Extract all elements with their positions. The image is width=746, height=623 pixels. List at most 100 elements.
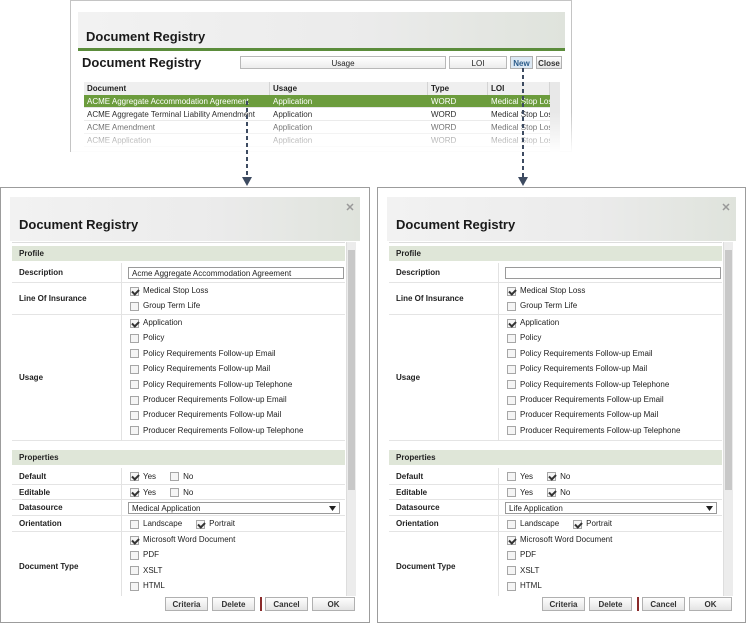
checkbox[interactable] xyxy=(547,488,557,497)
dialog-button[interactable]: Delete xyxy=(589,597,632,611)
checkbox-option[interactable]: Producer Requirements Follow-up Email xyxy=(130,394,340,406)
checkbox-option[interactable]: Microsoft Word Document xyxy=(130,534,340,546)
checkbox[interactable] xyxy=(130,519,139,529)
checkbox-option[interactable]: Application xyxy=(130,317,340,329)
checkbox[interactable] xyxy=(507,410,516,420)
checkbox-option[interactable]: Producer Requirements Follow-up Email xyxy=(507,394,717,406)
checkbox[interactable] xyxy=(130,488,139,497)
checkbox[interactable] xyxy=(130,472,139,481)
checkbox-option[interactable]: Group Term Life xyxy=(130,300,340,312)
checkbox[interactable] xyxy=(130,318,139,328)
checkbox-option[interactable]: Policy xyxy=(507,332,717,344)
checkbox[interactable] xyxy=(170,472,180,481)
checkbox[interactable] xyxy=(130,410,139,420)
checkbox-option[interactable]: Application xyxy=(507,317,717,329)
checkbox[interactable] xyxy=(196,519,206,529)
checkbox-option[interactable]: XSLT xyxy=(130,565,340,577)
select[interactable]: Medical Application xyxy=(128,502,340,514)
checkbox-option[interactable]: No xyxy=(547,487,570,499)
checkbox[interactable] xyxy=(130,566,139,576)
table-row[interactable] xyxy=(84,95,550,108)
checkbox-option[interactable]: HTML xyxy=(130,580,340,592)
loi-filter[interactable]: LOI xyxy=(449,56,507,69)
usage-filter[interactable]: Usage xyxy=(240,56,446,69)
checkbox-option[interactable]: HTML xyxy=(507,580,717,592)
checkbox-option[interactable]: Portrait xyxy=(573,518,612,530)
column-header[interactable]: Usage xyxy=(270,82,428,95)
checkbox[interactable] xyxy=(130,301,139,311)
checkbox-option[interactable]: Policy Requirements Follow-up Mail xyxy=(130,363,340,375)
dialog-button[interactable]: Criteria xyxy=(165,597,208,611)
checkbox-option[interactable]: No xyxy=(170,487,193,499)
checkbox-option[interactable]: Producer Requirements Follow-up Telephon… xyxy=(130,425,340,437)
text-input[interactable] xyxy=(505,267,721,279)
checkbox[interactable] xyxy=(507,349,516,359)
checkbox[interactable] xyxy=(507,488,516,497)
checkbox[interactable] xyxy=(130,349,139,359)
checkbox[interactable] xyxy=(507,318,516,328)
close-icon[interactable] xyxy=(721,202,731,212)
checkbox[interactable] xyxy=(130,581,139,591)
checkbox-option[interactable]: No xyxy=(547,471,570,483)
checkbox-option[interactable]: Group Term Life xyxy=(507,300,717,312)
dialog-button[interactable]: Delete xyxy=(212,597,255,611)
scroll-thumb[interactable] xyxy=(725,250,732,490)
select[interactable]: Life Application xyxy=(505,502,717,514)
checkbox-option[interactable]: Yes xyxy=(130,487,156,499)
checkbox[interactable] xyxy=(130,550,139,560)
checkbox[interactable] xyxy=(130,380,139,390)
checkbox-option[interactable]: Policy xyxy=(130,332,340,344)
checkbox-option[interactable]: Policy Requirements Follow-up Email xyxy=(507,348,717,360)
checkbox[interactable] xyxy=(507,333,516,343)
dialog-button[interactable]: Cancel xyxy=(265,597,308,611)
column-header[interactable]: Document xyxy=(84,82,270,95)
checkbox[interactable] xyxy=(573,519,583,529)
checkbox-option[interactable]: Landscape xyxy=(130,518,182,530)
checkbox-option[interactable]: Producer Requirements Follow-up Mail xyxy=(507,409,717,421)
checkbox-option[interactable]: PDF xyxy=(130,549,340,561)
checkbox[interactable] xyxy=(507,301,516,311)
checkbox-option[interactable]: No xyxy=(170,471,193,483)
checkbox-option[interactable]: Yes xyxy=(130,471,156,483)
checkbox[interactable] xyxy=(170,488,180,497)
checkbox-option[interactable]: Yes xyxy=(507,471,533,483)
checkbox[interactable] xyxy=(507,364,516,374)
checkbox-option[interactable]: Yes xyxy=(507,487,533,499)
checkbox[interactable] xyxy=(507,550,516,560)
dialog-button[interactable]: Cancel xyxy=(642,597,685,611)
scroll-thumb[interactable] xyxy=(348,250,355,490)
column-header[interactable]: Type xyxy=(428,82,488,95)
checkbox-option[interactable]: Medical Stop Loss xyxy=(507,285,717,297)
dialog-button[interactable]: OK xyxy=(312,597,355,611)
checkbox-option[interactable]: Microsoft Word Document xyxy=(507,534,717,546)
checkbox[interactable] xyxy=(507,426,516,436)
checkbox[interactable] xyxy=(507,519,516,529)
checkbox-option[interactable]: Policy Requirements Follow-up Email xyxy=(130,348,340,360)
close-button[interactable]: Close xyxy=(536,56,562,69)
column-header[interactable]: LOI xyxy=(488,82,550,95)
dialog-button[interactable]: Criteria xyxy=(542,597,585,611)
checkbox-option[interactable]: Policy Requirements Follow-up Telephone xyxy=(507,379,717,391)
checkbox[interactable] xyxy=(130,426,139,436)
new-button[interactable]: New xyxy=(510,56,533,69)
checkbox[interactable] xyxy=(130,333,139,343)
checkbox[interactable] xyxy=(507,581,516,591)
checkbox-option[interactable]: XSLT xyxy=(507,565,717,577)
checkbox[interactable] xyxy=(507,535,516,545)
checkbox-option[interactable]: Policy Requirements Follow-up Mail xyxy=(507,363,717,375)
close-icon[interactable] xyxy=(345,202,355,212)
checkbox[interactable] xyxy=(130,395,139,405)
checkbox-option[interactable]: Producer Requirements Follow-up Mail xyxy=(130,409,340,421)
checkbox-option[interactable]: Producer Requirements Follow-up Telephon… xyxy=(507,425,717,437)
checkbox-option[interactable]: PDF xyxy=(507,549,717,561)
checkbox-option[interactable]: Landscape xyxy=(507,518,559,530)
checkbox[interactable] xyxy=(130,286,139,296)
checkbox-option[interactable]: Portrait xyxy=(196,518,235,530)
checkbox-option[interactable]: Policy Requirements Follow-up Telephone xyxy=(130,379,340,391)
checkbox[interactable] xyxy=(507,286,516,296)
checkbox[interactable] xyxy=(547,472,557,481)
checkbox[interactable] xyxy=(130,364,139,374)
checkbox[interactable] xyxy=(507,472,516,481)
checkbox[interactable] xyxy=(507,380,516,390)
checkbox[interactable] xyxy=(507,566,516,576)
